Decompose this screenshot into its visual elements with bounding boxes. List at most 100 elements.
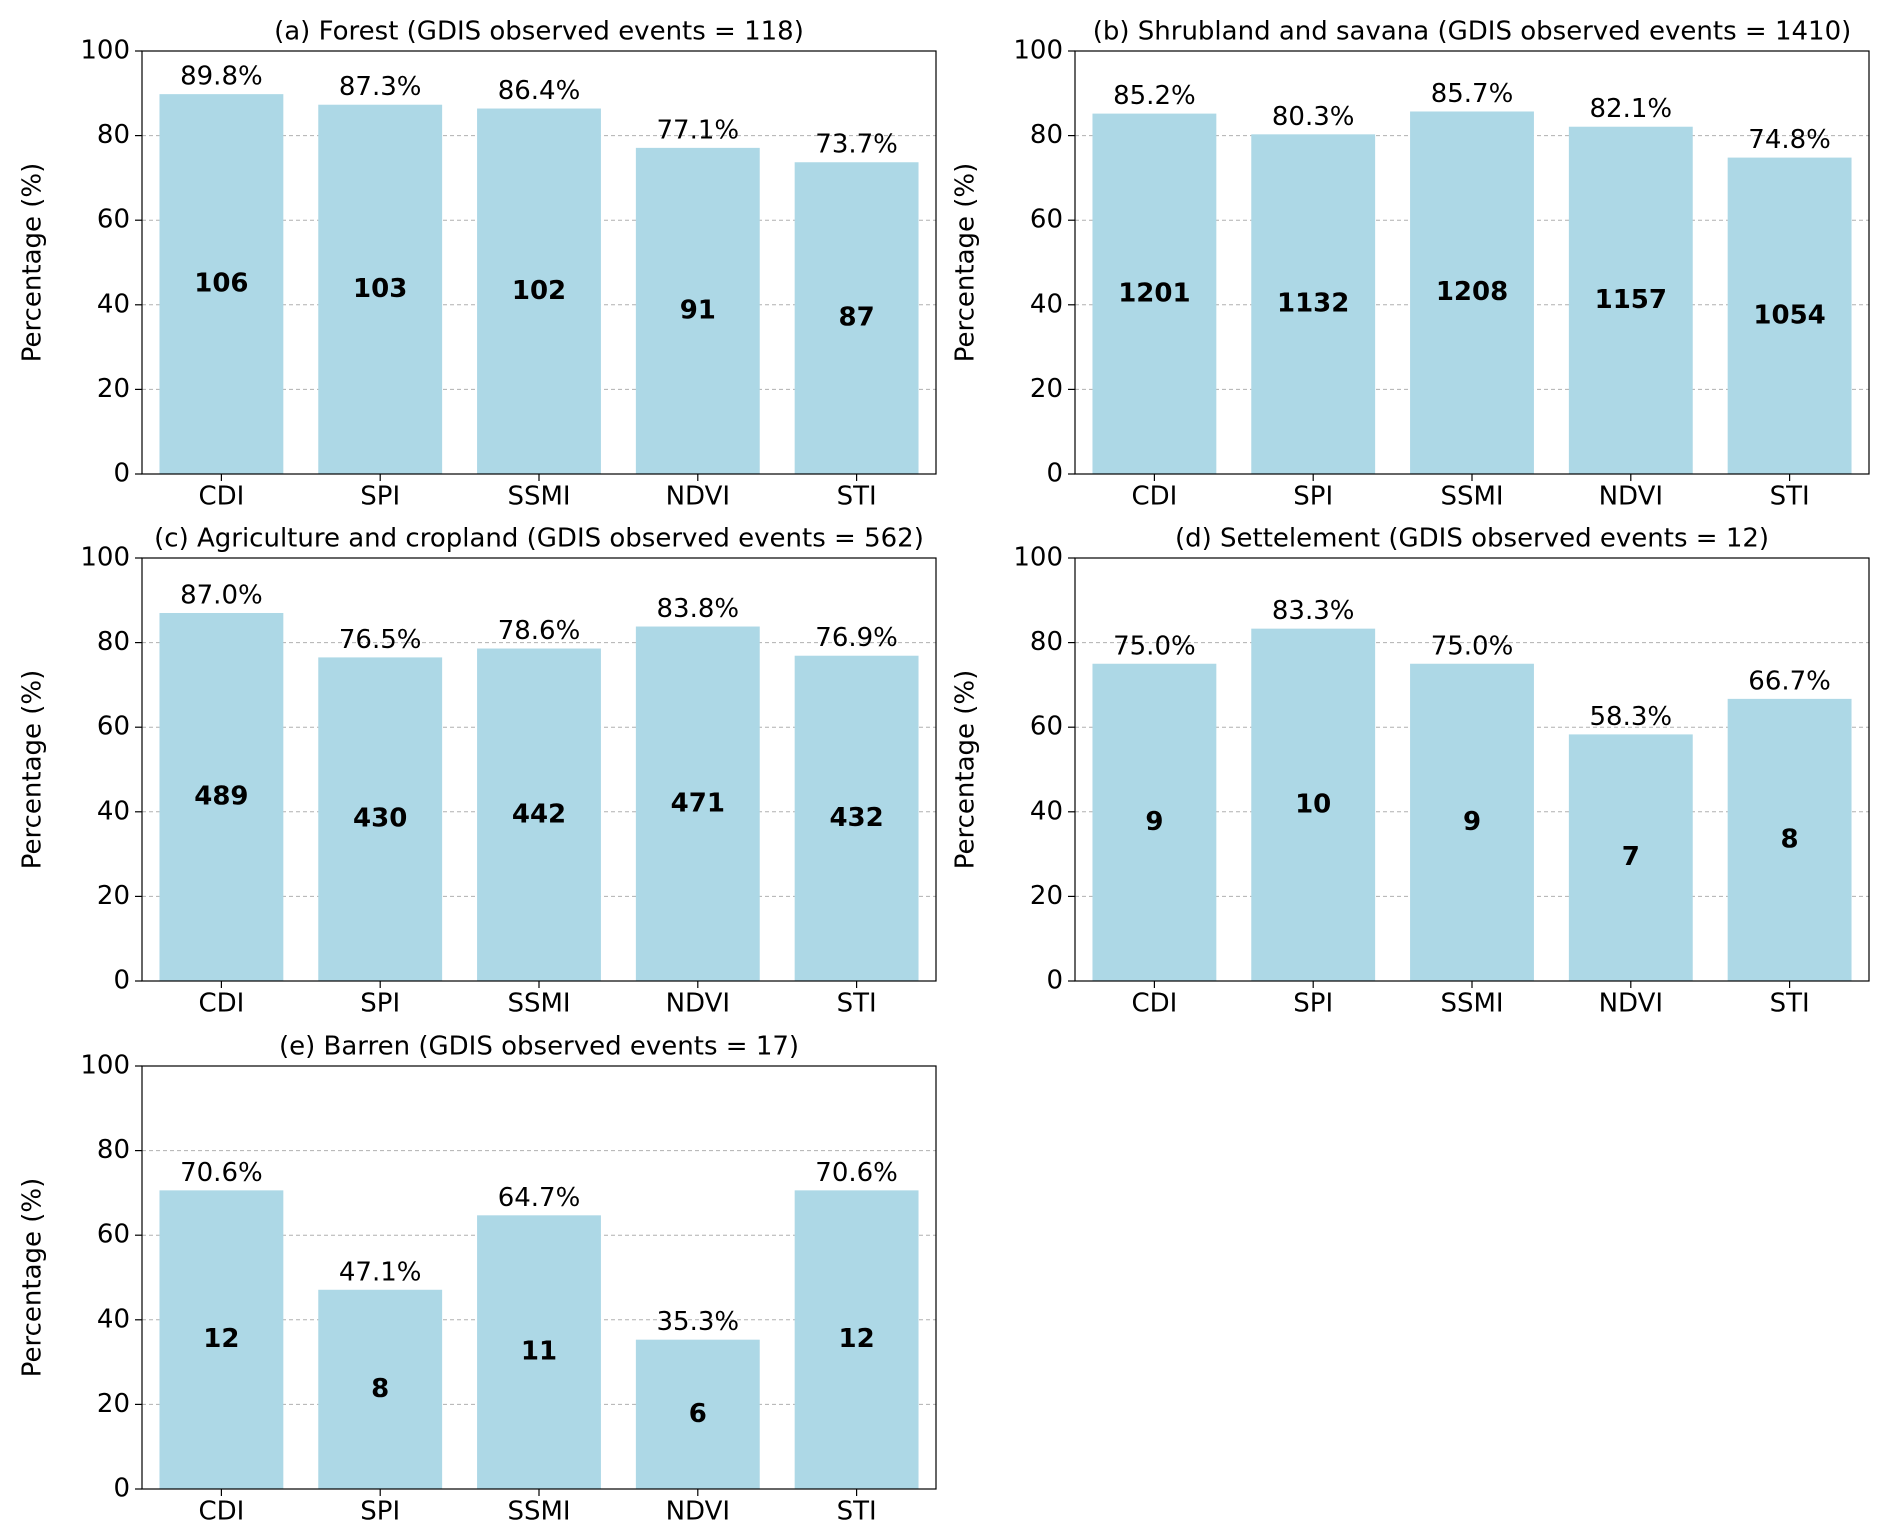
y-tick-label: 80 [97, 627, 130, 657]
bar [1092, 113, 1217, 474]
y-tick-label: 60 [97, 205, 130, 235]
value-label: 89.8% [180, 62, 263, 92]
count-label: 442 [512, 799, 566, 829]
value-label: 64.7% [498, 1183, 581, 1213]
x-tick-label: CDI [198, 1497, 244, 1527]
bar [1251, 628, 1376, 981]
x-tick-label: CDI [1131, 482, 1177, 512]
bar [159, 1190, 284, 1489]
y-tick-label: 100 [1013, 36, 1063, 66]
y-tick-label: 40 [97, 796, 130, 826]
x-tick-label: NDVI [666, 482, 730, 512]
value-label: 85.2% [1113, 81, 1196, 111]
x-tick-label: STI [1770, 482, 1810, 512]
y-tick-label: 20 [1030, 374, 1063, 404]
bar [159, 94, 284, 475]
count-label: 9 [1463, 807, 1481, 837]
value-label: 85.7% [1431, 79, 1514, 109]
plot-frame [1074, 50, 1870, 475]
bar [1410, 111, 1534, 474]
y-tick-label: 80 [1030, 627, 1063, 657]
y-tick-label: 100 [80, 36, 130, 66]
count-label: 7 [1622, 842, 1640, 872]
count-label: 1201 [1118, 278, 1190, 308]
x-tick-label: CDI [198, 989, 244, 1019]
count-label: 87 [839, 303, 875, 333]
plot-frame [141, 557, 937, 982]
count-label: 102 [512, 276, 566, 306]
y-tick-label: 0 [113, 1474, 130, 1504]
bar [1092, 663, 1217, 981]
x-tick-label: CDI [198, 482, 244, 512]
x-tick-label: SPI [360, 1497, 400, 1527]
value-label: 70.6% [180, 1158, 263, 1188]
y-tick-label: 20 [97, 881, 130, 911]
x-tick-label: NDVI [1599, 989, 1663, 1019]
y-tick-label: 0 [113, 966, 130, 996]
y-tick-label: 20 [97, 374, 130, 404]
y-axis-label: Percentage (%) [18, 163, 48, 363]
y-tick-label: 60 [97, 1220, 130, 1250]
count-label: 8 [371, 1374, 389, 1404]
value-label: 47.1% [339, 1257, 422, 1287]
y-tick-label: 60 [1030, 712, 1063, 742]
plot-frame [141, 50, 937, 475]
bar [1727, 157, 1852, 474]
bar [794, 655, 919, 981]
x-tick-label: STI [837, 1497, 877, 1527]
bar [1727, 698, 1852, 981]
value-label: 75.0% [1113, 631, 1196, 661]
bar [794, 162, 919, 474]
y-axis-label: Percentage (%) [18, 670, 48, 870]
x-tick-label: SSMI [507, 482, 570, 512]
x-tick-label: SSMI [1440, 482, 1503, 512]
chart-title: (d) Settelement (GDIS observed events = … [1175, 524, 1769, 554]
x-tick-label: SSMI [1440, 989, 1503, 1019]
value-label: 76.9% [815, 623, 898, 653]
bar [477, 648, 601, 981]
count-label: 1157 [1595, 285, 1667, 315]
x-tick-label: SPI [1293, 482, 1333, 512]
bar [635, 626, 760, 981]
count-label: 1208 [1436, 277, 1508, 307]
y-tick-label: 100 [80, 543, 130, 573]
x-tick-label: SPI [360, 989, 400, 1019]
y-tick-label: 40 [97, 1304, 130, 1334]
count-label: 11 [521, 1337, 557, 1367]
bar [635, 147, 760, 474]
value-label: 87.0% [180, 580, 263, 610]
value-label: 86.4% [498, 76, 581, 106]
bar [1410, 663, 1534, 981]
y-tick-label: 0 [1046, 459, 1063, 489]
bar [159, 612, 284, 981]
bar [1251, 134, 1376, 474]
value-label: 74.8% [1748, 125, 1831, 155]
bar [477, 108, 601, 474]
chart-title: (c) Agriculture and cropland (GDIS obser… [154, 524, 924, 554]
plot-frame [141, 1065, 937, 1490]
y-tick-label: 80 [1030, 120, 1063, 150]
count-label: 106 [194, 269, 248, 299]
y-tick-label: 60 [1030, 205, 1063, 235]
x-tick-label: STI [837, 482, 877, 512]
y-tick-label: 100 [80, 1051, 130, 1081]
y-tick-label: 100 [1013, 543, 1063, 573]
count-label: 103 [353, 274, 407, 304]
count-label: 6 [689, 1399, 707, 1429]
count-label: 8 [1781, 824, 1799, 854]
y-axis-label: Percentage (%) [951, 163, 981, 363]
y-tick-label: 60 [97, 712, 130, 742]
x-tick-label: NDVI [666, 1497, 730, 1527]
y-tick-label: 40 [1030, 796, 1063, 826]
value-label: 87.3% [339, 72, 422, 102]
count-label: 12 [203, 1324, 239, 1354]
count-label: 10 [1295, 789, 1331, 819]
y-axis-label: Percentage (%) [18, 1178, 48, 1378]
value-label: 77.1% [656, 115, 739, 145]
y-tick-label: 40 [97, 289, 130, 319]
value-label: 70.6% [815, 1158, 898, 1188]
bar [1568, 126, 1693, 474]
y-tick-label: 0 [113, 459, 130, 489]
bar [318, 657, 443, 981]
value-label: 66.7% [1748, 666, 1831, 696]
